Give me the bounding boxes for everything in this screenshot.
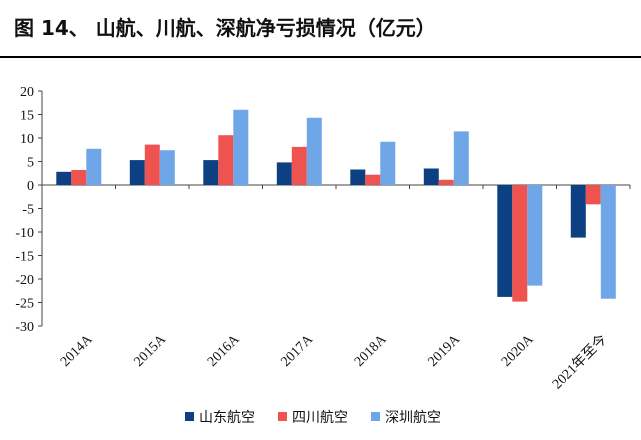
x-tick-label: 2019A [426, 332, 464, 370]
bar-山东航空-2018A [350, 169, 366, 185]
x-tick-label: 2018A [352, 332, 390, 370]
y-tick-label: 0 [27, 179, 34, 194]
title-divider [0, 56, 641, 58]
figure-title: 图 14、 山航、川航、深航净亏损情况（亿元） [14, 16, 436, 40]
bar-四川航空-2016A [218, 135, 234, 185]
y-tick-label: -10 [15, 226, 34, 241]
legend-label-山东航空: 山东航空 [199, 410, 255, 426]
bar-深圳航空-2016A [233, 109, 249, 185]
bar-山东航空-2016A [203, 160, 219, 185]
bar-四川航空-2018A [365, 174, 381, 185]
bar-四川航空-2015A [144, 144, 160, 185]
bar-四川航空-2019A [438, 179, 454, 185]
bar-深圳航空-2021年至今 [600, 185, 616, 299]
bar-layer [56, 109, 616, 302]
bar-山东航空-2014A [56, 171, 72, 185]
bar-山东航空-2017A [276, 162, 292, 185]
y-tick-label: -30 [15, 320, 34, 335]
x-tick-label: 2017A [279, 332, 317, 370]
x-tick-label: 2020A [499, 332, 537, 370]
bar-山东航空-2020A [497, 185, 513, 297]
bar-四川航空-2017A [291, 146, 307, 185]
legend-swatch-四川航空 [278, 412, 287, 421]
y-tick-label: 20 [20, 85, 34, 100]
bar-深圳航空-2014A [86, 148, 102, 185]
bar-深圳航空-2018A [380, 141, 396, 185]
x-tick-label: 2021年至今 [549, 332, 610, 393]
y-tick-label: 15 [20, 109, 34, 124]
y-tick-label: -25 [15, 297, 34, 312]
bar-山东航空-2021年至今 [570, 185, 586, 238]
bar-深圳航空-2020A [527, 185, 543, 286]
legend-swatch-深圳航空 [371, 412, 380, 421]
bar-四川航空-2014A [71, 170, 87, 185]
bar-深圳航空-2015A [159, 150, 175, 185]
legend-label-四川航空: 四川航空 [292, 410, 348, 426]
bar-山东航空-2019A [423, 168, 439, 185]
bar-深圳航空-2017A [306, 117, 322, 185]
x-tick-label: 2015A [132, 332, 170, 370]
legend-swatch-山东航空 [185, 412, 194, 421]
legend-label-深圳航空: 深圳航空 [385, 410, 441, 426]
y-tick-label: -5 [22, 203, 34, 218]
x-tick-label: 2014A [58, 332, 96, 370]
y-tick-label: 5 [27, 156, 34, 171]
bar-四川航空-2021年至今 [585, 185, 601, 205]
y-tick-label: -15 [15, 250, 34, 265]
y-tick-label: 10 [20, 132, 34, 147]
legend: 山东航空 四川航空 深圳航空 [185, 410, 441, 426]
bar-深圳航空-2019A [453, 131, 469, 185]
bar-山东航空-2015A [129, 160, 145, 185]
bar-四川航空-2020A [512, 185, 528, 302]
x-tick-label: 2016A [205, 332, 243, 370]
y-tick-label: -20 [15, 273, 34, 288]
